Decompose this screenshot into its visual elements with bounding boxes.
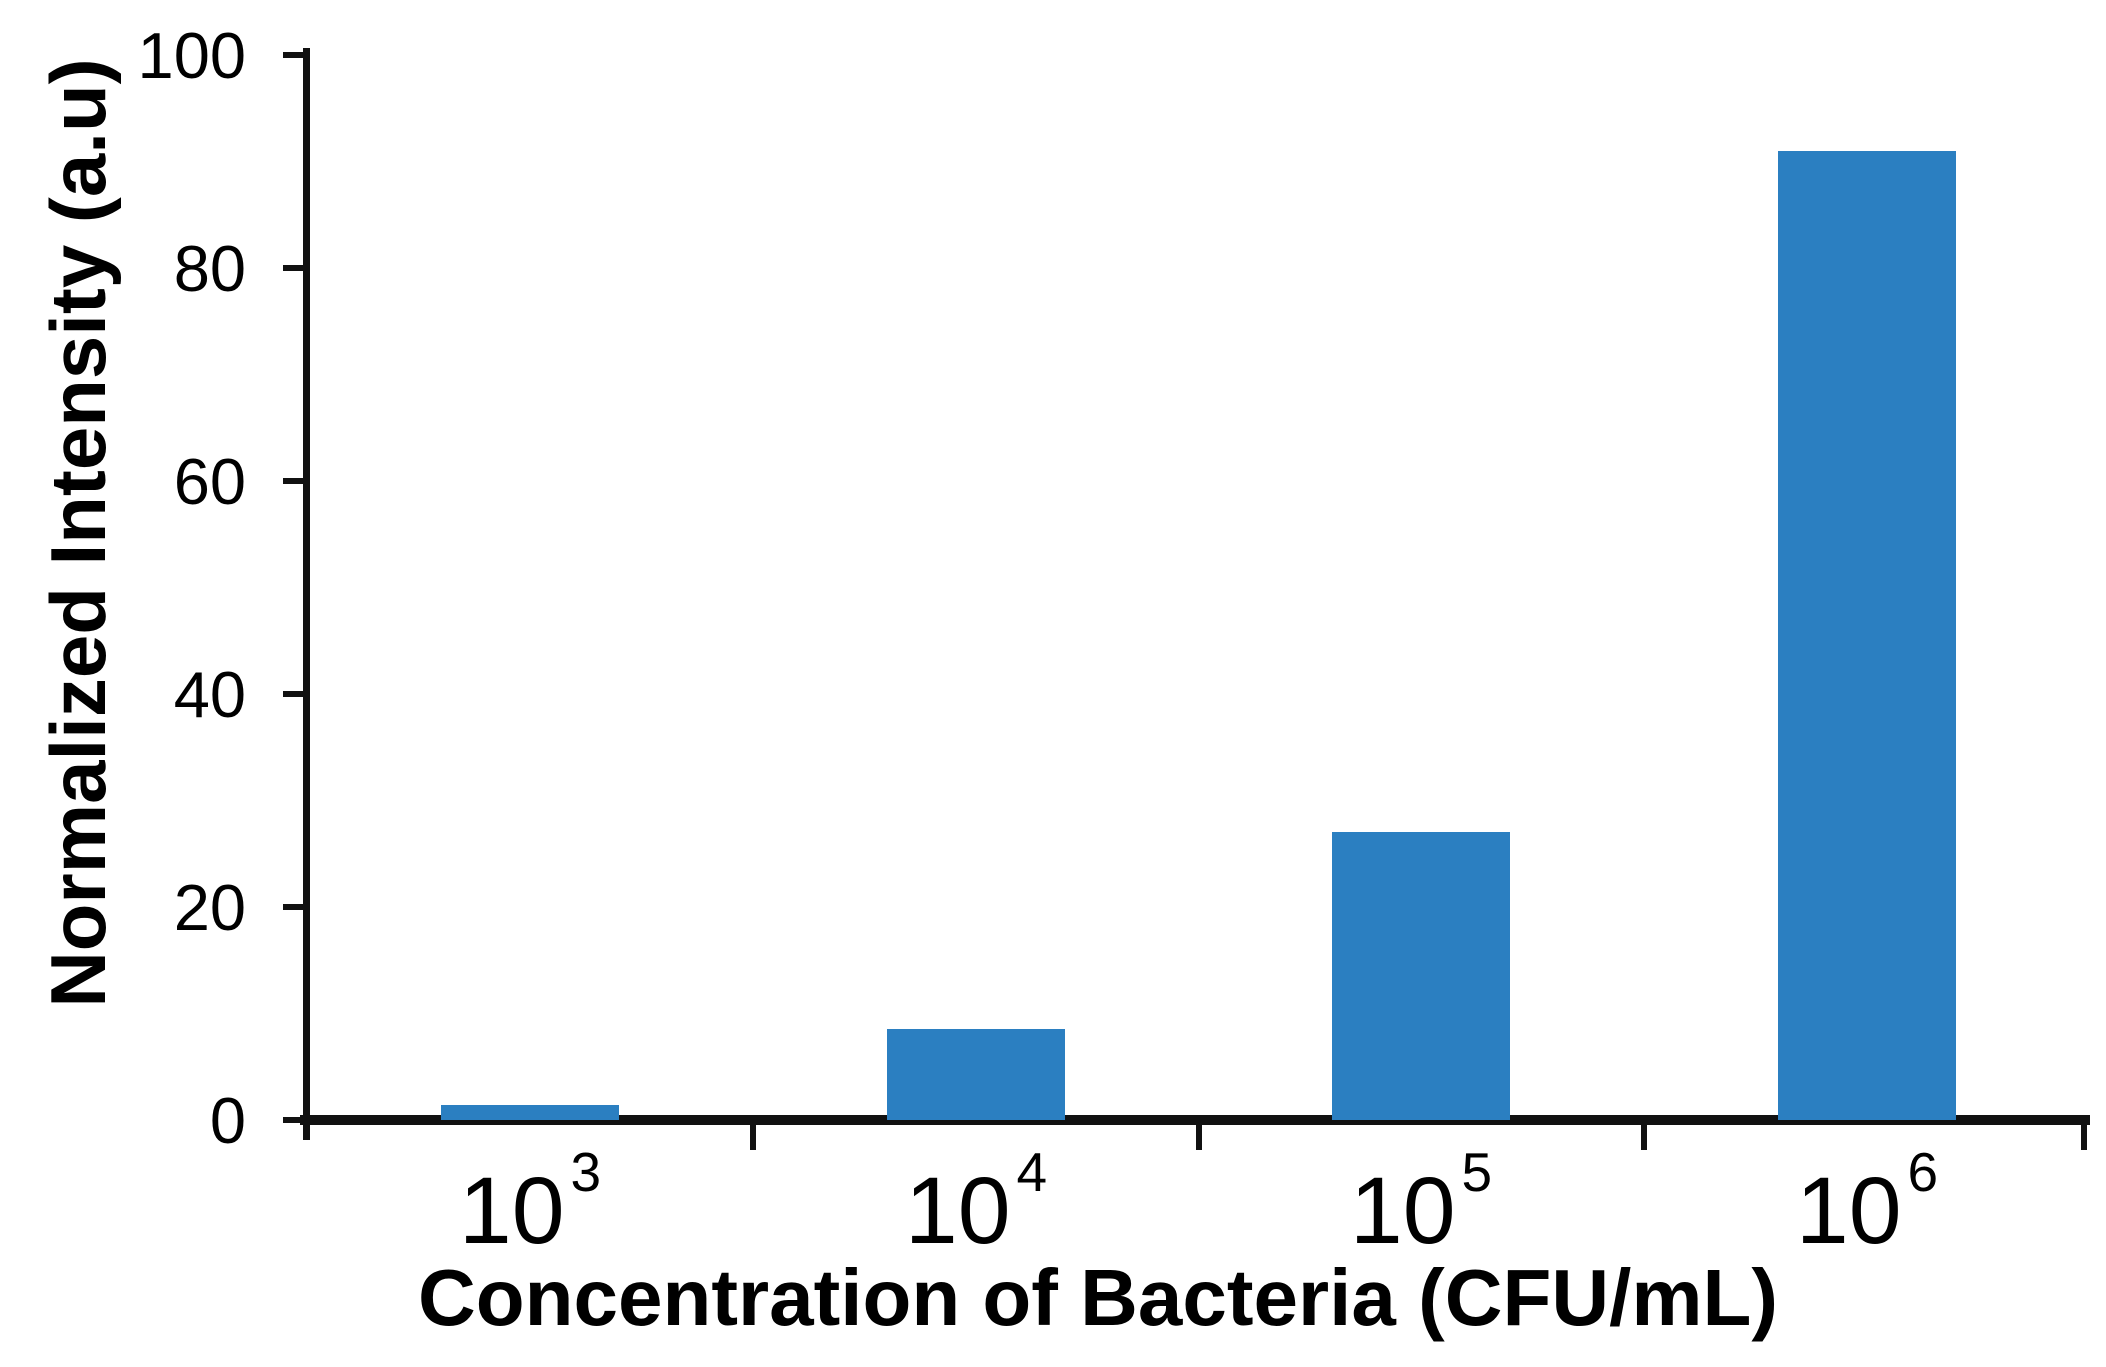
y-tick [283,265,309,271]
y-tick-label: 20 [173,871,246,944]
y-axis-title: Normalized Intensity (a.u) [34,58,122,1008]
y-tick [283,691,309,697]
x-tick-exponent: 6 [1907,1141,1939,1203]
bar-10^3 [441,1105,619,1120]
bar-10^5 [1332,832,1510,1120]
x-tick-label: 10 4 [905,1145,1047,1259]
y-tick-label: 0 [209,1084,246,1157]
x-tick-base: 10 [904,1158,1011,1264]
x-axis-line [300,1115,2090,1125]
x-tick-exponent: 4 [1016,1141,1048,1203]
x-tick [1195,1122,1202,1150]
x-tick-base: 10 [1349,1158,1456,1264]
y-tick [283,1117,309,1123]
x-tick-label: 10 3 [459,1145,601,1259]
y-tick-label: 100 [137,19,246,92]
x-tick-label: 10 5 [1350,1145,1492,1259]
y-tick-label: 40 [173,658,246,731]
x-tick-exponent: 5 [1461,1141,1493,1203]
x-tick [749,1122,756,1150]
bar-10^6 [1778,151,1956,1120]
x-tick-base: 10 [1795,1158,1902,1264]
x-axis-title: Concentration of Bacteria (CFU/mL) [417,1253,1779,1342]
x-tick-exponent: 3 [570,1141,602,1203]
y-tick [283,904,309,910]
y-tick [283,478,309,484]
x-tick-base: 10 [458,1158,565,1264]
y-tick-label: 80 [173,232,246,305]
x-tick [1641,1122,1648,1150]
x-tick-label: 10 6 [1796,1145,1938,1259]
y-axis-line [303,48,310,1140]
y-tick [283,52,309,58]
x-tick [2081,1122,2087,1150]
bar-10^4 [887,1029,1065,1120]
y-tick-label: 60 [173,445,246,518]
